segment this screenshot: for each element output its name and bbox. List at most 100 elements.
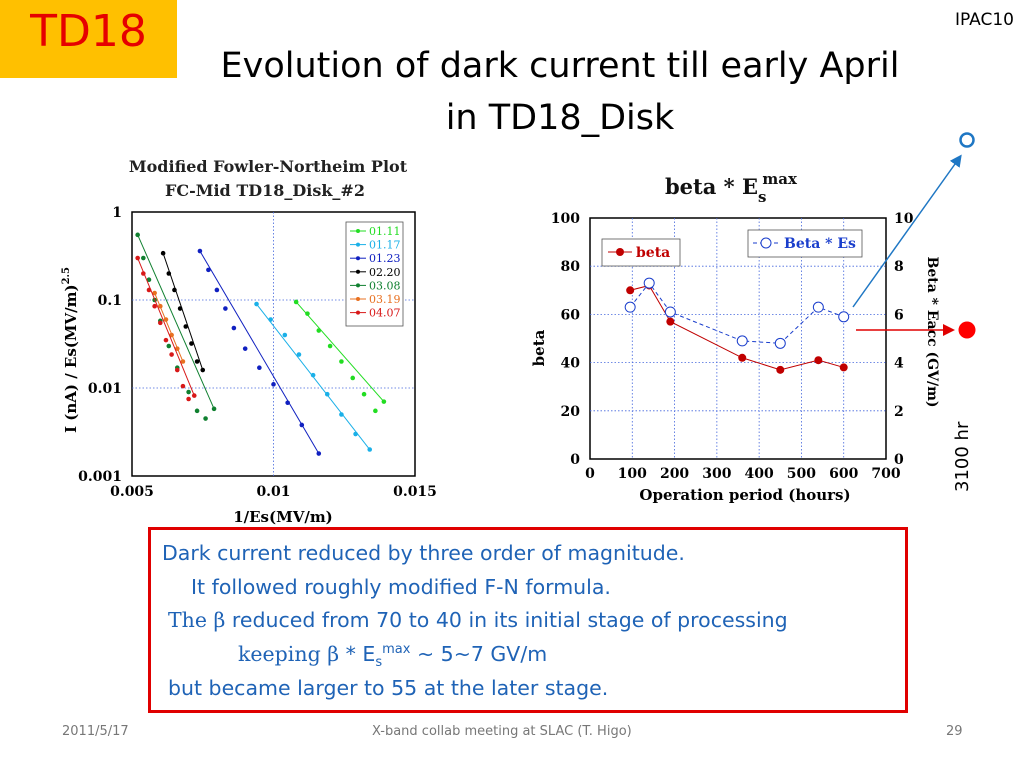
fn-xtick-label: 0.015: [393, 484, 437, 500]
slide-title: Evolution of dark current till early Apr…: [185, 40, 935, 144]
fn-legend-marker: [356, 269, 360, 274]
fn-ylabel-text: I (nA) / Es(MV/m): [62, 284, 80, 433]
beta-y2tick-label: 8: [894, 259, 904, 275]
note-line-1: Dark current reduced by three order of m…: [162, 541, 685, 565]
beta-es-data-point: [624, 301, 636, 313]
fn-data-point: [231, 325, 237, 331]
fn-ylabel-exponent: 2.5: [61, 267, 72, 284]
fn-data-point: [211, 406, 217, 412]
beta-xtick-label: 300: [702, 466, 731, 482]
fn-legend-label: 01.23: [369, 252, 401, 265]
fn-legend-marker: [356, 229, 360, 233]
beta-y2label: Beta * Eacc (GV/m): [924, 256, 940, 407]
fn-data-point: [285, 400, 290, 406]
fn-data-point: [180, 383, 186, 389]
fn-data-point: [174, 367, 180, 373]
note-line-2: It followed roughly modified F-N formula…: [191, 575, 611, 599]
beta-title: beta * Esmax: [665, 170, 798, 206]
fn-ytick-label: 1: [112, 205, 122, 221]
beta-es-legend-marker: [760, 237, 772, 249]
fn-data-point: [166, 343, 172, 349]
beta-es-data-point: [664, 306, 676, 318]
beta-es-legend-label: Beta * Es: [784, 236, 856, 252]
beta-data-point: [738, 353, 747, 362]
beta-ytick-label: 100: [551, 211, 580, 227]
fn-data-point: [169, 352, 174, 357]
beta-es-data-point: [736, 335, 748, 347]
note-line-4-sup: max: [382, 642, 411, 658]
fn-data-point: [163, 317, 169, 322]
beta-xlabel: Operation period (hours): [639, 486, 850, 504]
fn-data-point: [206, 267, 211, 273]
annotation-arrows: [852, 132, 976, 339]
beta-y2tick-label: 6: [894, 307, 904, 323]
fn-data-point: [166, 271, 172, 276]
beta-title-text: beta * E: [665, 174, 758, 199]
beta-data-point: [776, 365, 785, 374]
fn-data-point: [223, 306, 228, 311]
beta-xtick-label: 500: [787, 466, 816, 482]
fn-data-point: [186, 389, 191, 395]
blue-arrow: [852, 154, 962, 308]
beta-xtick-label: 200: [660, 466, 689, 482]
beta-y2tick-label: 0: [894, 452, 904, 468]
fn-data-point: [135, 232, 140, 238]
fn-data-point: [214, 287, 220, 293]
fn-data-point: [169, 332, 174, 338]
fn-data-point: [299, 422, 305, 428]
operation-hours-label: 3100 hr: [952, 421, 973, 492]
fn-data-point: [180, 359, 186, 364]
td18-badge: TD18: [0, 0, 177, 78]
fn-legend-marker: [356, 256, 360, 261]
fn-data-point: [172, 287, 177, 293]
fn-data-point: [174, 346, 180, 351]
fn-data-point: [254, 301, 259, 307]
fn-plot-area: 0.005 0.01 0.015 1 0.1 0.01 0.001 01.1101.1701.…: [78, 205, 437, 500]
fn-data-point: [316, 451, 322, 456]
fn-data-point: [282, 332, 288, 338]
fn-legend-label: 03.08: [369, 279, 401, 292]
fn-data-point: [183, 324, 189, 329]
title-line-1: Evolution of dark current till early Apr…: [220, 46, 900, 86]
beta-symbol: β: [213, 608, 226, 632]
beta-title-sup: max: [762, 170, 798, 188]
fn-data-point: [191, 393, 197, 398]
footer-page-number: 29: [946, 724, 963, 739]
fn-data-point: [158, 320, 163, 326]
fn-data-point: [293, 299, 299, 305]
conference-label: IPAC10: [954, 10, 1014, 30]
fn-data-point: [268, 317, 273, 322]
fn-legend-marker: [356, 242, 360, 247]
beta-es-data-point: [812, 301, 824, 313]
fn-data-point: [152, 290, 157, 296]
beta-xtick-label: 100: [618, 466, 647, 482]
beta-legend-marker: [616, 248, 624, 256]
note-line-4-b: * E: [339, 642, 376, 666]
fn-data-point: [327, 343, 333, 349]
beta-symbol: β: [327, 642, 340, 666]
fn-legend-label: 03.19: [369, 293, 401, 306]
beta-ytick-label: 80: [561, 259, 581, 275]
beta-data-point: [666, 317, 675, 326]
fn-data-point: [146, 287, 152, 293]
note-line-4-a: keeping: [238, 642, 328, 666]
fn-data-point: [177, 306, 183, 311]
fowler-nordheim-chart: Modified Fowler-Northeim Plot FC-Mid TD1…: [61, 157, 437, 526]
note-line-4: keeping β * Esmax ~ 5~7 GV/m: [238, 642, 547, 670]
beta-es-data-point: [774, 337, 786, 349]
fn-data-point: [194, 359, 200, 364]
badge-text: TD18: [30, 6, 147, 57]
beta-es-data-point: [643, 277, 655, 289]
fn-data-point: [316, 328, 322, 333]
note-line-5: but became larger to 55 at the later sta…: [168, 676, 609, 700]
beta-data-point: [839, 363, 848, 372]
fn-ylabel: I (nA) / Es(MV/m)2.5: [61, 267, 80, 433]
summary-box: Dark current reduced by three order of m…: [148, 527, 908, 713]
fn-data-point: [163, 337, 169, 343]
fn-fit-line: [199, 250, 320, 454]
fn-data-point: [200, 367, 206, 373]
fn-data-point: [160, 250, 166, 256]
fn-xtick-label: 0.01: [256, 484, 290, 500]
fn-data-point: [135, 255, 140, 261]
beta-ytick-label: 40: [561, 356, 581, 372]
